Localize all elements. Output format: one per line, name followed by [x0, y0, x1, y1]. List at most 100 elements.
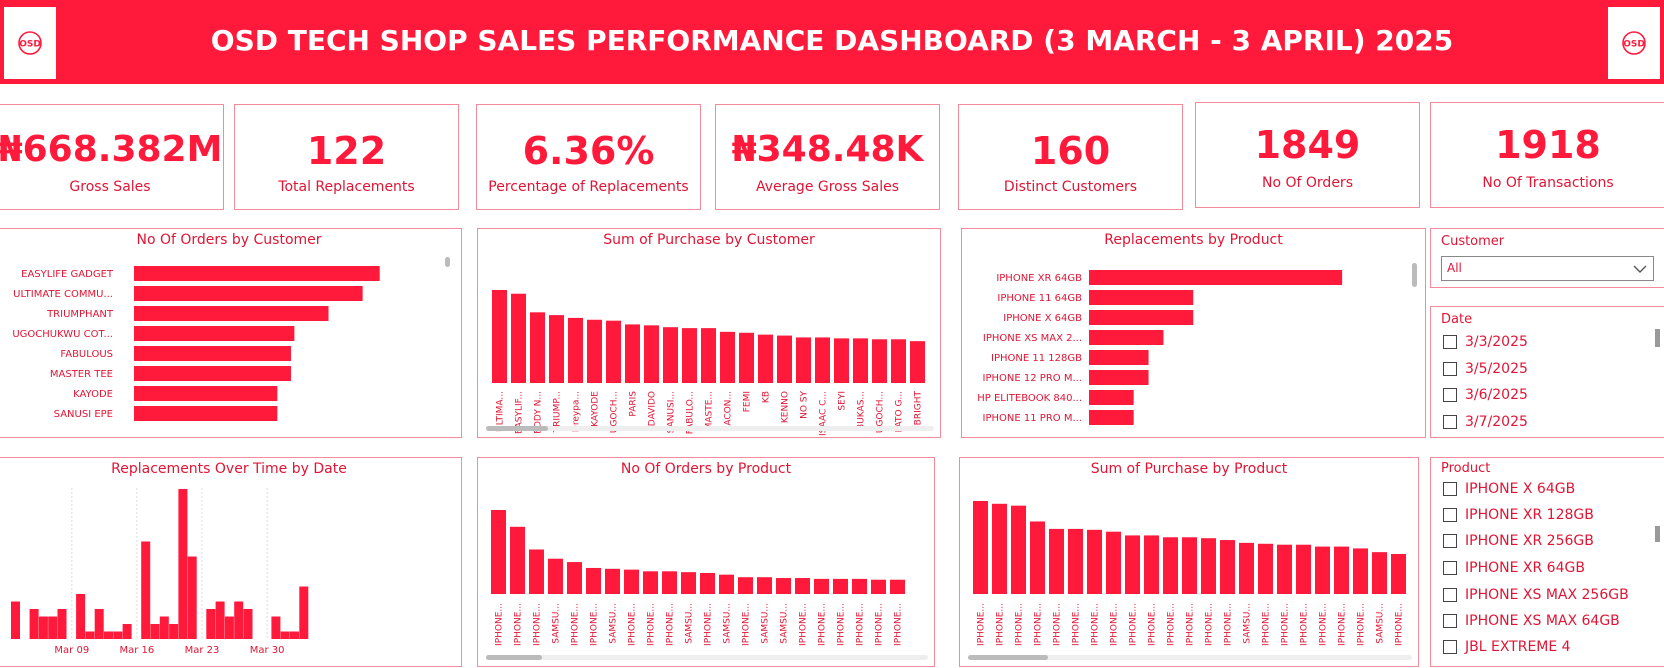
bar[interactable]: [1089, 370, 1149, 385]
bar[interactable]: [1391, 554, 1406, 594]
bar[interactable]: [134, 366, 291, 381]
bar[interactable]: [1125, 535, 1140, 594]
checkbox[interactable]: [1443, 561, 1457, 575]
bar[interactable]: [796, 337, 811, 383]
bar[interactable]: [104, 631, 113, 640]
bar[interactable]: [701, 328, 716, 383]
bar[interactable]: [134, 266, 380, 281]
bar[interactable]: [1049, 528, 1064, 594]
bar[interactable]: [1089, 390, 1134, 405]
bar[interactable]: [511, 293, 526, 383]
bar[interactable]: [1089, 270, 1343, 285]
bar[interactable]: [871, 579, 886, 594]
bar[interactable]: [1144, 535, 1159, 594]
bar[interactable]: [1296, 544, 1311, 594]
bar[interactable]: [206, 609, 216, 639]
bar[interactable]: [1353, 548, 1368, 594]
bar[interactable]: [1220, 540, 1235, 594]
bar[interactable]: [150, 624, 160, 639]
kpi-distinct-customers[interactable]: 160 Distinct Customers: [958, 104, 1183, 210]
bar[interactable]: [720, 331, 735, 383]
bar[interactable]: [1011, 505, 1026, 594]
checkbox[interactable]: [1443, 415, 1457, 429]
bar[interactable]: [663, 327, 678, 383]
bar[interactable]: [1089, 290, 1194, 305]
bar[interactable]: [187, 556, 197, 640]
bar[interactable]: [586, 567, 601, 594]
checkbox[interactable]: [1443, 508, 1457, 522]
checkbox[interactable]: [1443, 482, 1457, 496]
customer-dropdown[interactable]: All: [1441, 256, 1654, 281]
bar[interactable]: [215, 601, 225, 640]
bar[interactable]: [1106, 531, 1121, 594]
horizontal-scrollbar[interactable]: [486, 655, 542, 660]
chart-purchase-by-product[interactable]: Sum of Purchase by Product IPHONE... IPHO…: [959, 457, 1419, 667]
product-option[interactable]: JBL EXTREME 4: [1443, 639, 1571, 655]
product-option[interactable]: IPHONE XS MAX 64GB: [1443, 613, 1620, 629]
product-option[interactable]: IPHONE XS MAX 256GB: [1443, 587, 1629, 603]
bar[interactable]: [134, 286, 363, 301]
slicer-customer[interactable]: Customer All: [1430, 228, 1664, 288]
bar[interactable]: [529, 549, 544, 594]
checkbox[interactable]: [1443, 614, 1457, 628]
bar[interactable]: [134, 346, 291, 361]
slicer-product[interactable]: Product IPHONE X 64GB IPHONE XR 128GB IP…: [1430, 457, 1664, 667]
bar[interactable]: [1258, 543, 1273, 594]
kpi-no-of-transactions[interactable]: 1918 No Of Transactions: [1430, 102, 1664, 208]
bar[interactable]: [299, 586, 309, 640]
bar[interactable]: [795, 578, 810, 594]
bar[interactable]: [1030, 521, 1045, 594]
product-option[interactable]: IPHONE XR 256GB: [1443, 533, 1594, 549]
bar[interactable]: [29, 609, 39, 639]
bar[interactable]: [682, 328, 697, 383]
bar[interactable]: [1334, 546, 1349, 594]
bar[interactable]: [38, 616, 48, 640]
bar[interactable]: [57, 609, 67, 639]
bar[interactable]: [891, 339, 906, 383]
bar[interactable]: [625, 324, 640, 383]
bar[interactable]: [243, 609, 253, 639]
bar[interactable]: [134, 406, 278, 421]
checkbox[interactable]: [1443, 588, 1457, 602]
bar[interactable]: [1089, 410, 1134, 425]
date-option[interactable]: 3/7/2025: [1443, 414, 1528, 430]
horizontal-scrollbar[interactable]: [968, 655, 1048, 660]
bar[interactable]: [814, 578, 829, 594]
bar[interactable]: [758, 334, 773, 383]
bar[interactable]: [1239, 542, 1254, 594]
bar[interactable]: [872, 339, 887, 383]
bar[interactable]: [234, 601, 244, 640]
horizontal-scrollbar[interactable]: [486, 426, 548, 431]
chart-purchase-by-customer[interactable]: Sum of Purchase by Customer ULTIMA... EAS…: [477, 228, 941, 438]
bar[interactable]: [94, 609, 104, 639]
product-option[interactable]: IPHONE X 64GB: [1443, 481, 1575, 497]
bar[interactable]: [134, 306, 329, 321]
checkbox[interactable]: [1443, 534, 1457, 548]
bar[interactable]: [290, 631, 299, 640]
vertical-scrollbar[interactable]: [1412, 263, 1417, 287]
bar[interactable]: [510, 526, 525, 594]
bar[interactable]: [169, 624, 179, 639]
bar[interactable]: [11, 601, 20, 640]
checkbox[interactable]: [1443, 640, 1457, 654]
bar[interactable]: [605, 568, 620, 594]
bar[interactable]: [815, 337, 830, 383]
bar[interactable]: [777, 335, 792, 383]
kpi-no-of-orders[interactable]: 1849 No Of Orders: [1195, 102, 1420, 208]
bar[interactable]: [1277, 544, 1292, 594]
bar[interactable]: [992, 503, 1007, 594]
bar[interactable]: [1182, 537, 1197, 594]
bar[interactable]: [700, 573, 715, 594]
bar[interactable]: [492, 290, 507, 383]
bar[interactable]: [549, 315, 564, 383]
kpi-average-gross-sales[interactable]: ₦348.48K Average Gross Sales: [715, 104, 940, 210]
bar[interactable]: [776, 578, 791, 594]
bar[interactable]: [643, 571, 658, 594]
date-option[interactable]: 3/6/2025: [1443, 387, 1528, 403]
bar[interactable]: [48, 616, 58, 640]
bar[interactable]: [910, 341, 925, 383]
bar[interactable]: [1087, 529, 1102, 594]
product-option[interactable]: IPHONE XR 128GB: [1443, 507, 1594, 523]
bar[interactable]: [134, 326, 295, 341]
chart-orders-by-product[interactable]: No Of Orders by Product IPHONE... IPHONE.…: [477, 457, 935, 667]
